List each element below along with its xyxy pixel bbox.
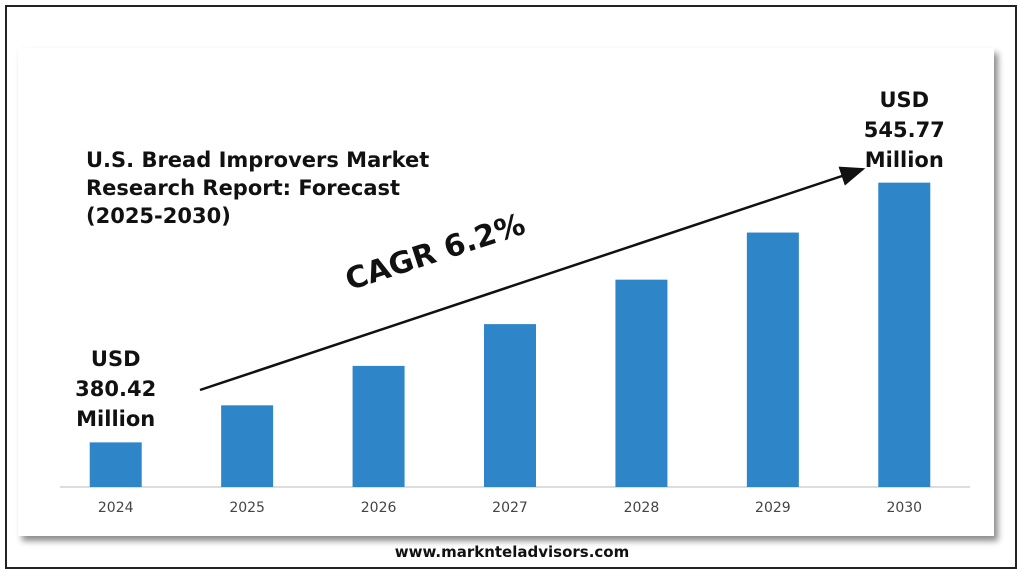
x-tick-label: 2024 xyxy=(98,500,134,516)
x-tick-label: 2030 xyxy=(886,500,922,516)
x-tick-label: 2026 xyxy=(361,500,397,516)
bar xyxy=(615,279,668,487)
x-tick-label: 2025 xyxy=(229,500,265,516)
bar xyxy=(89,442,142,487)
source: www.marknteladvisors.com xyxy=(394,543,630,561)
x-tick-label: 2028 xyxy=(624,500,660,516)
bar xyxy=(746,232,799,487)
bar xyxy=(352,365,405,487)
frame xyxy=(5,5,1017,569)
x-tick-label: 2027 xyxy=(492,500,528,516)
chart-title: U.S. Bread Improvers Market Research Rep… xyxy=(86,148,430,228)
bar xyxy=(221,405,274,487)
x-tick-label: 2029 xyxy=(755,500,791,516)
bar xyxy=(878,182,931,487)
trend-arrow xyxy=(199,166,866,392)
value-label: USD 380.42 Million xyxy=(75,347,157,432)
bar xyxy=(484,324,536,487)
value-label: USD 545.77 Million xyxy=(863,87,945,172)
